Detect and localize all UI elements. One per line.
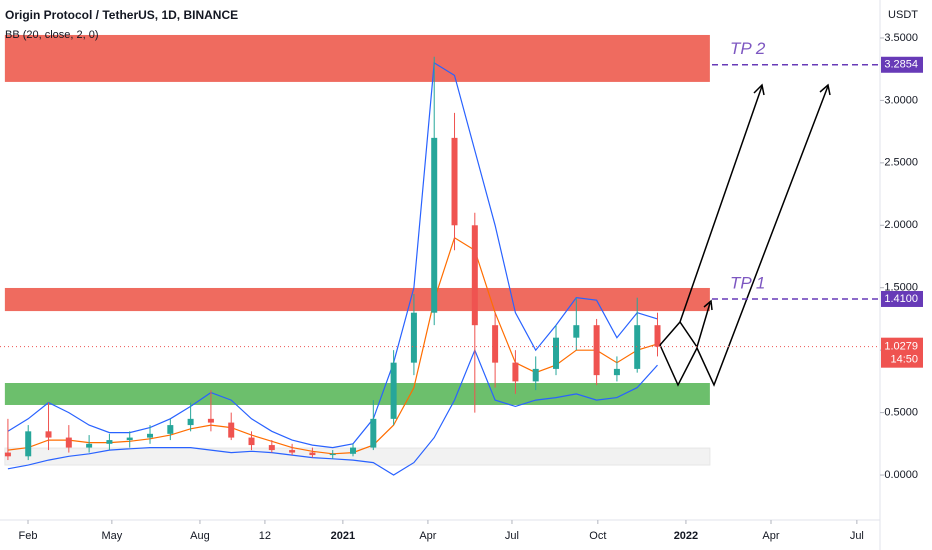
- x-tick-label: Oct: [589, 530, 606, 542]
- candle-body: [126, 437, 133, 441]
- arrow: [659, 302, 711, 349]
- x-tick-label: Jul: [850, 530, 864, 542]
- candle-body: [248, 437, 255, 446]
- candle-body: [289, 450, 296, 453]
- arrowhead: [703, 299, 713, 311]
- candle-body: [431, 137, 438, 313]
- target-price-label: 3.2854: [884, 59, 918, 71]
- candle-body: [187, 418, 194, 426]
- zone: [4, 287, 710, 312]
- target-price-label: 1.4100: [884, 293, 918, 305]
- y-tick-label: 0.0000: [884, 469, 918, 481]
- candle-body: [207, 418, 214, 423]
- y-tick-label: 1.5000: [884, 282, 918, 294]
- arrowhead: [753, 83, 765, 96]
- y-tick-label: 0.5000: [884, 407, 918, 419]
- last-price-box: [881, 337, 923, 368]
- x-tick-label: May: [101, 530, 122, 542]
- projection-arrows: [659, 83, 831, 387]
- target-price-box: [881, 290, 923, 307]
- candle-body: [147, 433, 154, 438]
- candle-body: [553, 337, 560, 369]
- y-tick-label: 2.5000: [884, 157, 918, 169]
- candle-body: [45, 431, 52, 438]
- candle-body: [471, 225, 478, 326]
- candle-body: [268, 445, 275, 451]
- zone: [4, 383, 710, 405]
- x-tick-label: 12: [259, 530, 271, 542]
- x-tick-label: 2021: [331, 530, 355, 542]
- bollinger-band: [7, 61, 658, 449]
- candle-body: [106, 440, 113, 444]
- x-tick-label: Aug: [190, 530, 210, 542]
- plot: [4, 34, 711, 476]
- candle-body: [390, 362, 397, 419]
- candle-body: [350, 447, 357, 454]
- candle-body: [573, 325, 580, 338]
- target-price-box: [881, 56, 923, 73]
- candle-body: [370, 418, 377, 448]
- candle-body: [228, 422, 235, 438]
- zone: [4, 447, 711, 466]
- x-tick-label: Apr: [762, 530, 779, 542]
- candle-body: [410, 312, 417, 363]
- target-name: TP 2: [730, 39, 766, 58]
- x-tick-label: Apr: [419, 530, 436, 542]
- y-tick-label: 3.0000: [884, 94, 918, 106]
- candle-body: [654, 325, 661, 347]
- arrow: [679, 85, 763, 323]
- chart-title: Origin Protocol / TetherUS, 1D, BINANCE: [5, 8, 238, 22]
- zone: [4, 34, 710, 82]
- candle-body: [613, 368, 620, 376]
- candle-body: [532, 368, 539, 382]
- candle-body: [492, 325, 499, 363]
- x-tick-label: 2022: [674, 530, 698, 542]
- candle-body: [593, 325, 600, 376]
- currency-label: USDT: [888, 9, 918, 21]
- target-name: TP 1: [730, 273, 765, 292]
- candle-body: [167, 425, 174, 434]
- arrow: [659, 85, 829, 387]
- candle-body: [512, 362, 519, 382]
- x-tick-label: Feb: [19, 530, 38, 542]
- candle-body: [329, 453, 336, 456]
- candle-body: [65, 437, 72, 448]
- candle-body: [451, 137, 458, 226]
- arrowhead: [819, 83, 831, 96]
- candle-body: [309, 452, 316, 456]
- candle-body: [4, 452, 11, 457]
- candle-body: [86, 443, 93, 448]
- indicator-label: BB (20, close, 2, 0): [5, 29, 99, 41]
- y-tick-label: 3.5000: [884, 32, 918, 44]
- candle-body: [634, 325, 641, 369]
- x-tick-label: Jul: [505, 530, 519, 542]
- last-price-time: 14:50: [890, 354, 918, 366]
- last-price-label: 1.0279: [884, 341, 918, 353]
- candle-body: [25, 431, 32, 457]
- y-tick-label: 2.0000: [884, 219, 918, 231]
